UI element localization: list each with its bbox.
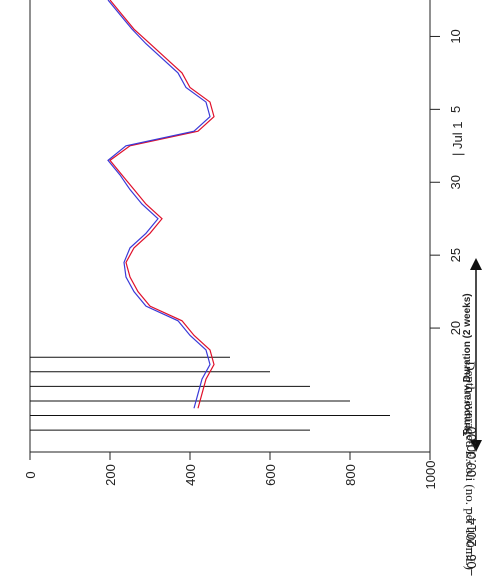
y-tick-label: 400: [183, 464, 198, 486]
y-tick-label: 800: [343, 464, 358, 486]
series-line-1: [107, 0, 211, 409]
duration-arrowhead-end: [470, 258, 482, 270]
duration-annotation: Temporary Duration (2 weeks): [462, 258, 482, 452]
y-axis-ticks: 0 200 400 600 800 1000: [23, 452, 438, 489]
series-line-0: [109, 0, 215, 409]
x-tick-label: 10: [448, 29, 463, 43]
y-axis-title: Depth−averaged E.coli (no. per 100mL): [463, 361, 478, 570]
reference-lines: [30, 356, 390, 431]
start-time-label: 00:00:00: [464, 427, 479, 478]
x-tick-label: 20: [448, 321, 463, 335]
y-tick-label: 200: [103, 464, 118, 486]
duration-label: Temporary Duration (2 weeks): [462, 293, 473, 436]
y-tick-label: 1000: [423, 461, 438, 490]
y-tick-label: 600: [263, 464, 278, 486]
x-axis-ticks: 20 25 30 5 10: [430, 29, 463, 335]
x-tick-label: 30: [448, 175, 463, 189]
series-group: [107, 0, 215, 409]
y-tick-label: 0: [23, 471, 38, 478]
x-tick-label: 25: [448, 248, 463, 262]
start-date-label: 6−06−2014 −: [464, 507, 479, 576]
month-marker-label: | Jul 1: [450, 122, 465, 156]
duration-arrowhead-start: [470, 440, 482, 452]
x-tick-label: 5: [448, 106, 463, 113]
